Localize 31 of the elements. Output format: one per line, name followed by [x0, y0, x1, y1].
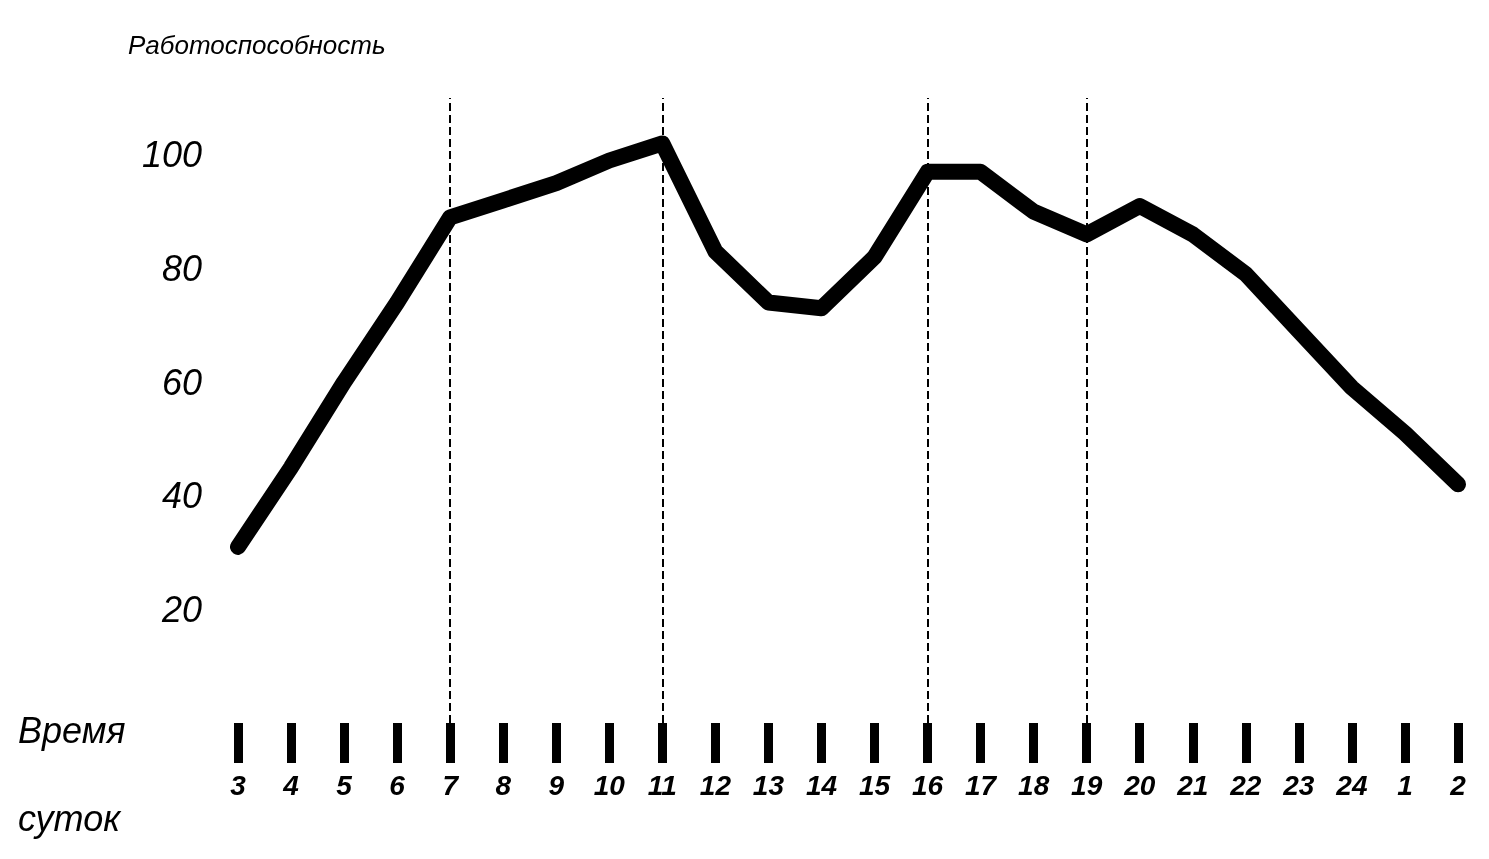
- x-tick-label: 4: [282, 769, 300, 801]
- y-tick-label: 60: [161, 361, 202, 403]
- x-tick-label: 24: [1335, 769, 1368, 801]
- x-tick-label: 23: [1282, 769, 1315, 801]
- text: Время суток: [18, 709, 126, 839]
- x-tick-label: 9: [548, 769, 565, 801]
- x-tick-label: 20: [1123, 769, 1156, 801]
- x-tick-label: 6: [389, 769, 406, 801]
- x-tick-label: 13: [752, 769, 785, 801]
- x-tick-label: 14: [805, 769, 838, 801]
- x-tick-label: 12: [699, 769, 732, 801]
- x-tick-label: 8: [495, 769, 512, 801]
- x-tick-label: 3: [230, 769, 247, 801]
- x-tick-label: 17: [965, 769, 998, 801]
- x-tick-label: 16: [911, 769, 944, 801]
- x-tick-label: 11: [647, 769, 677, 801]
- x-tick-label: 21: [1176, 769, 1209, 801]
- x-tick-label: 19: [1071, 769, 1103, 801]
- x-tick-label: 1: [1397, 769, 1413, 801]
- x-tick-label: 7: [442, 769, 460, 801]
- y-tick-label: 40: [161, 475, 202, 517]
- y-tick-label: 100: [141, 134, 202, 176]
- x-tick-label: 15: [858, 769, 891, 801]
- x-tick-label: 10: [593, 769, 626, 801]
- y-tick-label: 80: [161, 247, 202, 289]
- x-tick-label: 5: [336, 769, 353, 801]
- x-tick-label: 2: [1449, 769, 1467, 801]
- x-tick-label: 18: [1018, 769, 1050, 801]
- y-tick-label: 20: [160, 588, 202, 630]
- x-tick-label: 22: [1229, 769, 1262, 801]
- y-axis-title: Работоспособность: [128, 30, 386, 60]
